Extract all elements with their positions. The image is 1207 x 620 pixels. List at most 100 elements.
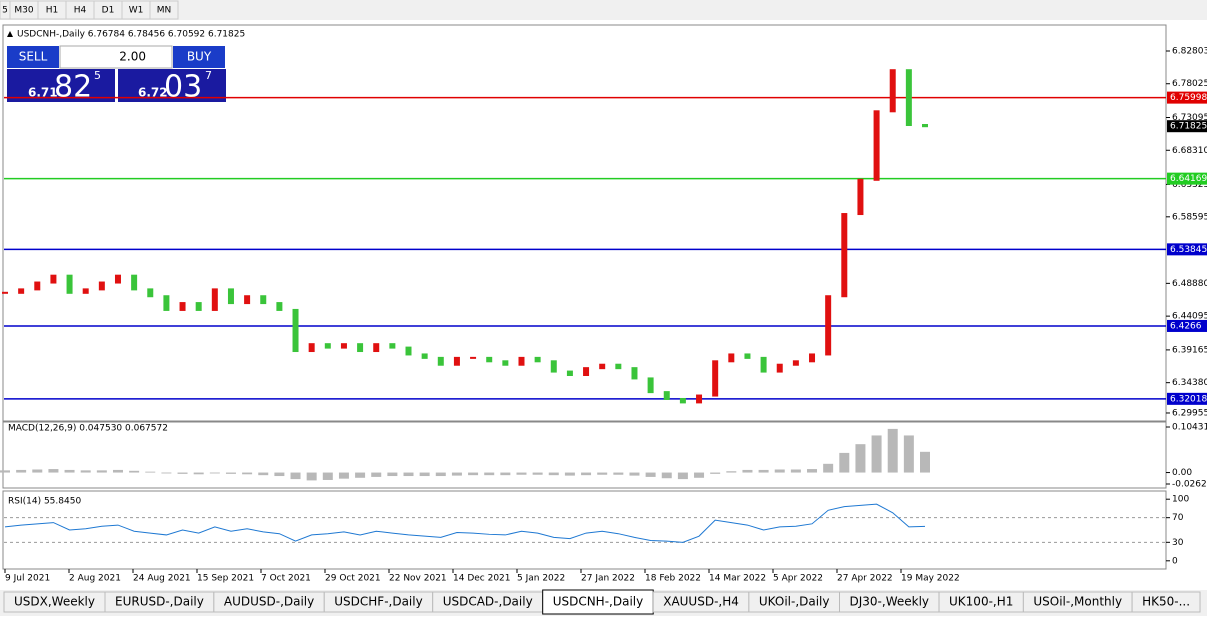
candle — [179, 302, 186, 311]
level-tag — [1167, 91, 1207, 104]
buy-button[interactable] — [173, 46, 225, 68]
macd-bar — [484, 472, 495, 476]
timeframe-label[interactable]: H1 — [46, 6, 59, 16]
tab-label[interactable]: USDCNH-,Daily — [553, 595, 644, 609]
buy-price-box[interactable] — [118, 69, 226, 102]
candle — [389, 343, 396, 349]
y-tick-label: 6.34380 — [1172, 378, 1207, 388]
sell-price-prefix: 6.71 — [28, 86, 58, 100]
timeframe-label[interactable]: W1 — [129, 6, 144, 16]
y-tick-label: 6.78025 — [1172, 79, 1207, 89]
macd-bar — [742, 469, 753, 473]
level-tag — [1167, 243, 1207, 256]
timeframe-label[interactable]: MN — [157, 6, 172, 16]
x-tick-label: 2 Aug 2021 — [69, 574, 121, 584]
timeframe-label[interactable]: D1 — [102, 6, 115, 16]
lots-input[interactable] — [59, 45, 173, 69]
tab-label[interactable]: XAUUSD-,H4 — [663, 595, 739, 609]
candle — [211, 288, 218, 311]
macd-bar — [129, 470, 140, 473]
macd-bar — [242, 472, 253, 475]
candle — [566, 370, 573, 376]
x-tick-label: 29 Oct 2021 — [325, 574, 381, 584]
rsi-label: RSI(14) 55.8450 — [8, 497, 81, 507]
candle — [486, 356, 493, 363]
candle — [792, 360, 799, 366]
y-tick-label: -0.026249 — [1172, 480, 1207, 490]
macd-bar — [80, 470, 91, 473]
level-tag — [1167, 172, 1207, 185]
tab-label[interactable]: AUDUSD-,Daily — [224, 595, 314, 609]
candle — [308, 343, 315, 353]
sell-label[interactable]: SELL — [19, 50, 48, 64]
toolbar — [0, 0, 1207, 20]
macd-bar — [710, 472, 721, 474]
last-price-label: 6.71825 — [1170, 122, 1207, 132]
tab-label[interactable]: USDCAD-,Daily — [443, 595, 533, 609]
sell-price-box[interactable] — [7, 69, 115, 102]
sell-button[interactable] — [7, 46, 59, 68]
macd-bar — [871, 435, 882, 473]
tab-label[interactable]: UK100-,H1 — [949, 595, 1013, 609]
macd-bar — [790, 469, 801, 473]
macd-bar — [32, 469, 43, 473]
candle — [712, 360, 719, 397]
macd-bar — [597, 472, 608, 475]
candle — [857, 178, 864, 216]
timeframe-button[interactable] — [149, 0, 179, 20]
lots-value[interactable]: 2.00 — [119, 50, 146, 64]
macd-bar — [145, 471, 156, 473]
tab-label[interactable]: USOil-,Monthly — [1033, 595, 1122, 609]
tab-label[interactable]: USDCHF-,Daily — [334, 595, 422, 609]
tab-label[interactable]: UKOil-,Daily — [759, 595, 830, 609]
candle — [98, 281, 105, 291]
tab[interactable] — [1131, 591, 1201, 613]
macd-bar — [306, 472, 317, 481]
candle — [405, 346, 412, 356]
candle — [905, 69, 912, 126]
candle — [696, 394, 703, 404]
macd-bar — [193, 472, 204, 475]
macd-bar — [290, 472, 301, 480]
macd-bar — [258, 472, 269, 476]
tab-label[interactable]: HK50-... — [1142, 595, 1190, 609]
x-tick-label: 5 Jan 2022 — [517, 574, 565, 584]
macd-bar — [403, 472, 414, 477]
tab-label[interactable]: DJ30-,Weekly — [850, 595, 930, 609]
sell-price-sup: 5 — [94, 69, 101, 82]
candle — [244, 295, 251, 305]
candle — [728, 353, 735, 363]
macd-bar — [661, 472, 672, 479]
y-tick-label: 100 — [1172, 495, 1189, 505]
y-tick-label: 6.73095 — [1172, 113, 1207, 123]
timeframe-label[interactable]: M30 — [14, 6, 33, 16]
y-tick-label: 6.68310 — [1172, 146, 1207, 156]
candle — [324, 343, 331, 349]
candle — [292, 308, 299, 353]
candle — [776, 363, 783, 373]
tab-label[interactable]: EURUSD-,Daily — [115, 595, 204, 609]
candle — [163, 295, 170, 311]
macd-bar — [177, 472, 188, 474]
candle — [453, 356, 460, 366]
sell-price-big: 82 — [54, 70, 92, 105]
macd-bar — [161, 472, 172, 474]
x-tick-label: 27 Apr 2022 — [837, 574, 893, 584]
macd-bar — [96, 470, 107, 473]
macd-bar — [274, 472, 285, 477]
macd-bar — [564, 472, 575, 476]
macd-bar — [500, 472, 511, 476]
level-label: 6.4266 — [1170, 321, 1202, 331]
timeframe-label[interactable]: 5 — [2, 6, 8, 16]
y-tick-label: 70 — [1172, 513, 1184, 523]
candle — [66, 274, 73, 294]
macd-bar — [48, 469, 59, 473]
timeframe-label[interactable]: H4 — [74, 6, 87, 16]
tab-label[interactable]: USDX,Weekly — [14, 595, 95, 609]
tab[interactable] — [542, 589, 654, 615]
candle — [922, 124, 928, 128]
buy-label[interactable]: BUY — [187, 50, 212, 64]
x-tick-label: 9 Jul 2021 — [5, 574, 50, 584]
